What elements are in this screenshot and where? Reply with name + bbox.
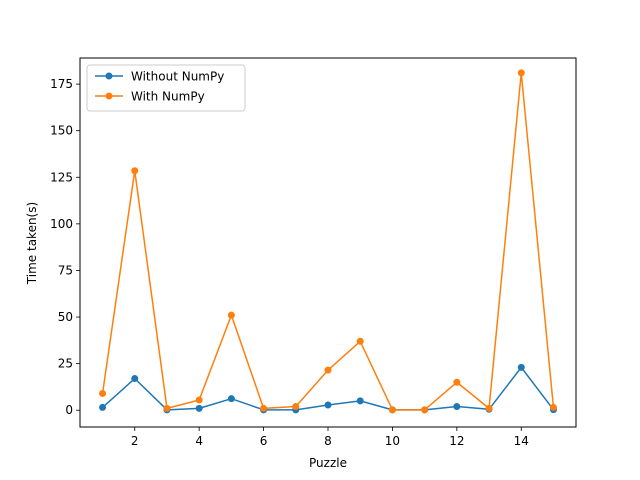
x-axis-ticks: 2 4 6 8 10 12 14: [131, 427, 529, 448]
data-point: [131, 167, 139, 175]
plot-area: [99, 69, 557, 414]
data-point: [517, 363, 525, 371]
y-axis-label: Time taken(s): [25, 202, 39, 285]
legend-item: With NumPy: [95, 90, 205, 104]
data-point: [549, 403, 557, 411]
legend-swatch-marker: [105, 72, 113, 80]
y-tick-label: 0: [65, 403, 73, 417]
legend-swatch-marker: [105, 92, 113, 100]
y-tick-label: 100: [50, 217, 73, 231]
x-tick-label: 2: [131, 434, 139, 448]
data-point: [260, 404, 268, 412]
data-point: [356, 337, 364, 345]
data-point: [453, 378, 461, 386]
legend-box: [86, 64, 246, 112]
x-tick-label: 6: [260, 434, 268, 448]
y-tick-label: 175: [50, 77, 73, 91]
y-tick-label: 75: [58, 263, 73, 277]
data-point: [99, 389, 107, 397]
data-point: [99, 403, 107, 411]
x-tick-label: 14: [514, 434, 529, 448]
data-point: [292, 403, 300, 410]
x-tick-label: 10: [385, 434, 400, 448]
y-tick-label: 50: [58, 310, 73, 324]
series-line: [101, 72, 555, 411]
legend-label: Without NumPy: [131, 70, 224, 84]
legend: Without NumPy With NumPy: [86, 64, 246, 112]
data-point: [131, 375, 139, 383]
y-tick-label: 150: [50, 124, 73, 138]
y-tick-label: 125: [50, 170, 73, 184]
data-point: [324, 401, 332, 409]
x-tick-label: 4: [195, 434, 203, 448]
data-point: [517, 69, 525, 77]
data-point: [195, 396, 203, 404]
data-point: [356, 397, 364, 405]
series-with-numpy: [99, 69, 557, 414]
y-axis-ticks: 0 25 50 75 100 125 150 175: [50, 77, 80, 417]
data-point: [227, 311, 235, 319]
data-point: [324, 366, 332, 374]
y-tick-label: 25: [58, 357, 73, 371]
legend-item: Without NumPy: [95, 70, 224, 84]
data-point: [195, 404, 203, 412]
x-axis-label: Puzzle: [309, 456, 347, 470]
data-point: [388, 406, 396, 414]
legend-label: With NumPy: [131, 90, 205, 104]
data-point: [227, 395, 235, 403]
data-point: [421, 406, 429, 414]
x-tick-label: 12: [449, 434, 464, 448]
x-tick-label: 8: [324, 434, 332, 448]
data-point: [453, 403, 461, 410]
data-point: [163, 404, 171, 412]
data-point: [485, 404, 493, 412]
